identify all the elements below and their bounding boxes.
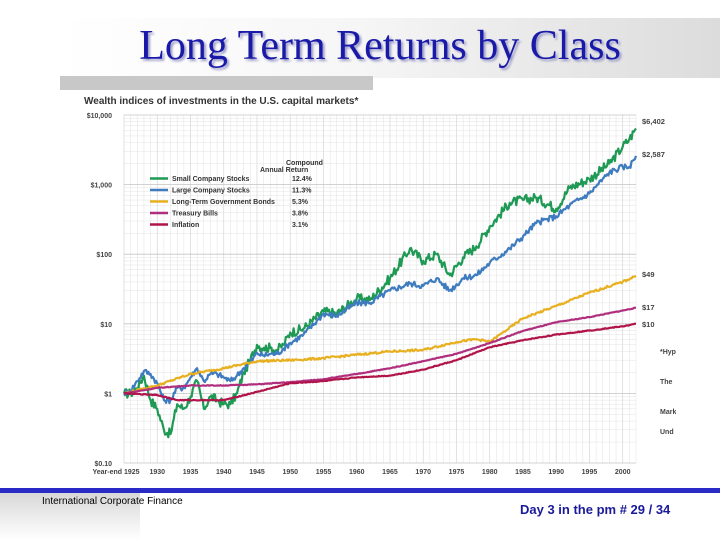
footnote-text: Und xyxy=(660,429,674,436)
x-tick-label: 1960 xyxy=(349,469,365,476)
legend-header-line-2: Annual Return xyxy=(260,167,308,174)
x-tick-label: Year-end 1925 xyxy=(92,469,139,476)
left-margin-band xyxy=(0,0,60,540)
footnote-text: *Hyp xyxy=(660,349,676,356)
y-tick-label: $10 xyxy=(100,322,112,329)
legend-annual-return: 3.1% xyxy=(292,222,309,229)
legend-header-line-1: Compound xyxy=(286,160,323,167)
legend-series-name: Inflation xyxy=(172,222,199,229)
course-name: International Corporate Finance xyxy=(42,496,183,507)
x-tick-label: 1955 xyxy=(316,469,332,476)
y-tick-label: $1 xyxy=(104,391,112,398)
footnote-text: Mark xyxy=(660,409,676,416)
x-tick-label: 1950 xyxy=(282,469,298,476)
y-axis-ticks: $10,000 $1,000 $100 $10 $1 $0.10 xyxy=(87,113,112,468)
legend-annual-return: 12.4% xyxy=(292,176,313,183)
series-end-value: $10 xyxy=(642,320,655,329)
x-tick-label: 1990 xyxy=(548,469,564,476)
legend-annual-return: 3.8% xyxy=(292,211,309,218)
x-tick-label: 1935 xyxy=(183,469,199,476)
legend-series-name: Treasury Bills xyxy=(172,211,218,218)
series-line xyxy=(124,274,637,395)
x-tick-label: 1985 xyxy=(515,469,531,476)
y-tick-label: $100 xyxy=(96,252,112,259)
x-tick-label: 1940 xyxy=(216,469,232,476)
slide-title: Long Term Returns by Class xyxy=(139,23,621,69)
footnote-column: *Hyp The Mark Und xyxy=(660,349,676,436)
legend-annual-return: 11.3% xyxy=(292,188,312,195)
series-line xyxy=(123,306,637,395)
wealth-index-chart: Wealth indices of investments in the U.S… xyxy=(80,94,676,490)
x-tick-label: 1975 xyxy=(449,469,465,476)
y-tick-label: $10,000 xyxy=(87,113,112,120)
y-tick-label: $0.10 xyxy=(94,461,112,468)
legend-annual-return: 5.3% xyxy=(292,199,309,206)
footer-rule xyxy=(0,488,720,493)
x-tick-label: 1945 xyxy=(249,469,265,476)
slide-number: Day 3 in the pm # 29 / 34 xyxy=(520,502,671,517)
series-lines xyxy=(122,127,638,439)
chart-title: Wealth indices of investments in the U.S… xyxy=(84,96,358,107)
title-band xyxy=(60,18,720,78)
footnote-text: The xyxy=(660,379,673,386)
legend-series-name: Large Company Stocks xyxy=(172,188,250,195)
x-tick-label: 1995 xyxy=(582,469,598,476)
series-end-labels: $6,402 $2,587 $49 $17 $10 xyxy=(642,117,665,329)
x-axis-ticks: Year-end 1925 1930 1935 1940 1945 1950 1955 196… xyxy=(92,469,630,476)
x-tick-label: 1970 xyxy=(415,469,431,476)
x-tick-label: 2000 xyxy=(615,469,631,476)
legend-series-name: Small Company Stocks xyxy=(172,176,250,183)
x-tick-label: 1930 xyxy=(149,469,165,476)
series-end-value: $17 xyxy=(642,303,655,312)
series-end-value: $49 xyxy=(642,270,655,279)
legend-series-name: Long-Term Government Bonds xyxy=(172,199,275,206)
x-tick-label: 1980 xyxy=(482,469,498,476)
series-line xyxy=(123,322,637,402)
series-end-value: $6,402 xyxy=(642,117,665,126)
series-line xyxy=(123,155,638,405)
footer-left-shade xyxy=(0,493,140,540)
chart-legend: Compound Annual Return Small Company Sto… xyxy=(150,160,323,229)
title-underline-bar xyxy=(60,76,373,90)
x-tick-label: 1965 xyxy=(382,469,398,476)
y-tick-label: $1,000 xyxy=(91,183,113,190)
series-end-value: $2,587 xyxy=(642,150,665,159)
